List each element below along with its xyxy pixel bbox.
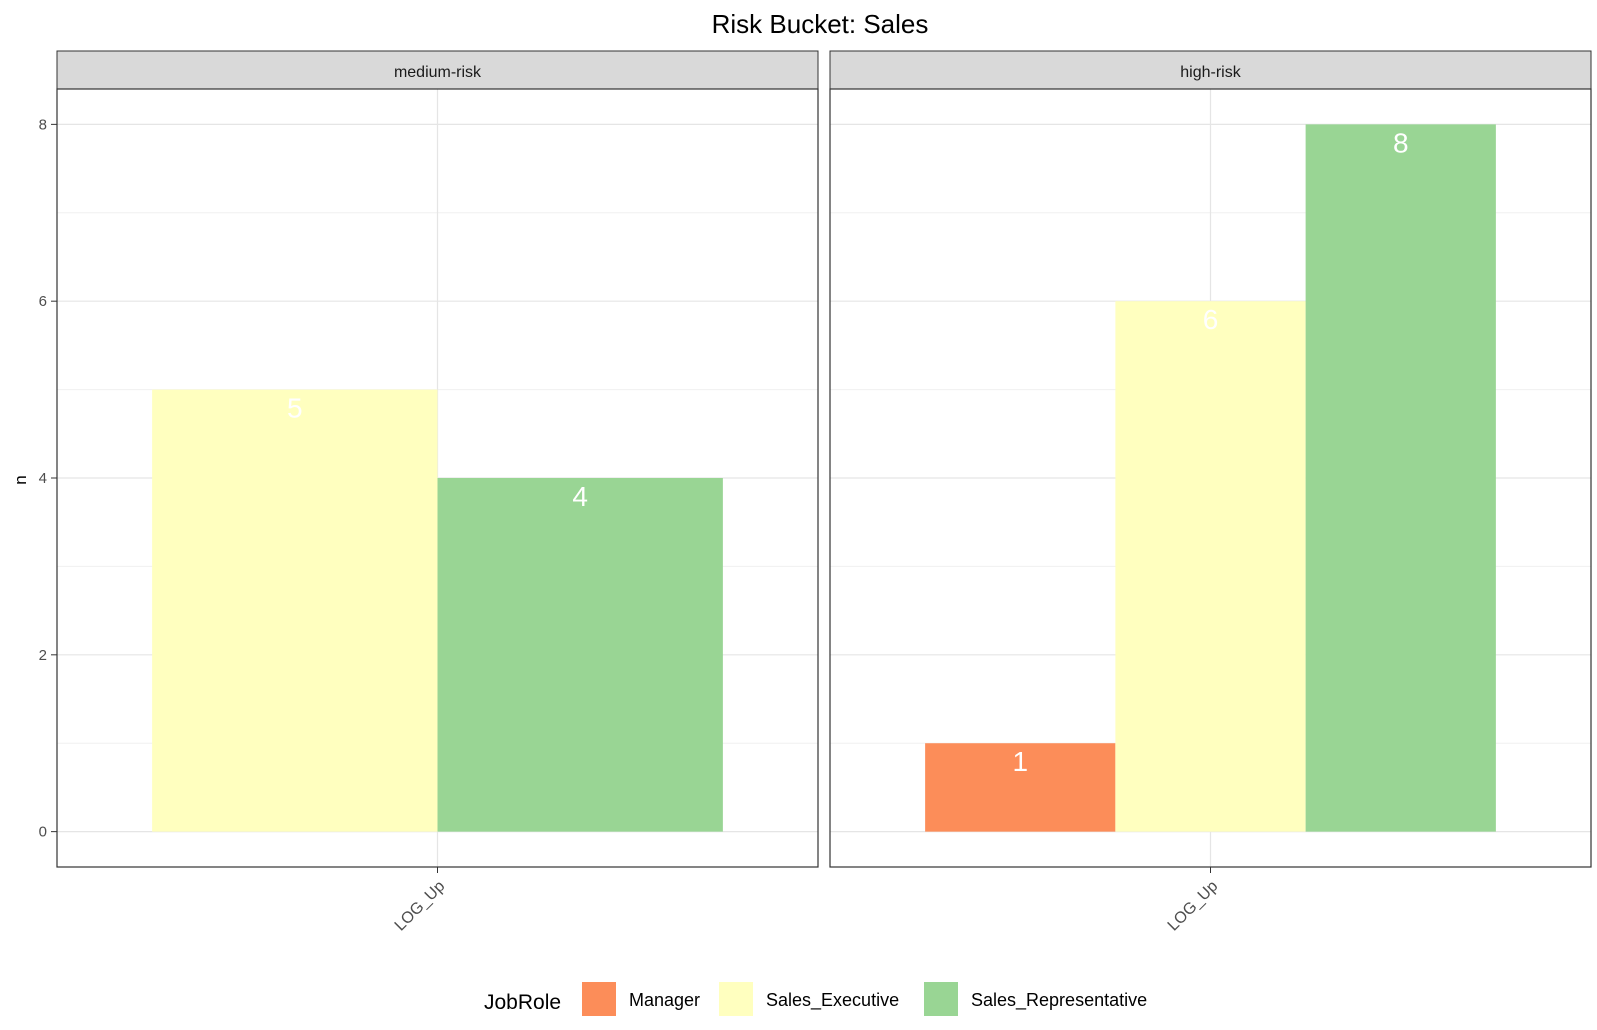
facet-strip (829, 50, 1592, 90)
legend-label: Sales_Executive (766, 990, 899, 1011)
y-tick-label: 8 (39, 116, 47, 133)
panels-layer: 02468medium-risk54LOG_Uphigh-risk168LOG_… (39, 50, 1592, 934)
chart-title: Risk Bucket: Sales (712, 9, 929, 39)
bar-data-label: 8 (1393, 127, 1409, 158)
bar-data-label: 6 (1203, 304, 1219, 335)
bar-Sales_Representative (1305, 124, 1496, 832)
bar-data-label: 5 (287, 393, 303, 424)
legend-key-Manager (582, 982, 616, 1016)
facet-strip-label: high-risk (1180, 64, 1241, 81)
legend-label: Sales_Representative (971, 990, 1147, 1011)
legend: JobRole Manager Sales_Executive Sales_Repr… (484, 982, 1147, 1016)
y-tick-label: 0 (39, 824, 47, 841)
bar-Sales_Executive (1115, 301, 1306, 832)
bar-data-label: 1 (1012, 746, 1028, 777)
bar-Manager (925, 743, 1116, 832)
legend-title: JobRole (484, 991, 561, 1014)
y-tick-label: 4 (39, 470, 47, 487)
bar-Sales_Representative (437, 478, 723, 832)
y-axis-label: n (11, 475, 30, 484)
y-tick-label: 6 (39, 293, 47, 310)
facet-strip-label: medium-risk (394, 64, 482, 81)
legend-key-Sales_Representative (924, 982, 958, 1016)
legend-key-Sales_Executive (719, 982, 753, 1016)
legend-label: Manager (629, 990, 700, 1010)
bar-Sales_Executive (152, 389, 438, 832)
bar-data-label: 4 (572, 481, 588, 512)
y-tick-label: 2 (39, 647, 47, 664)
